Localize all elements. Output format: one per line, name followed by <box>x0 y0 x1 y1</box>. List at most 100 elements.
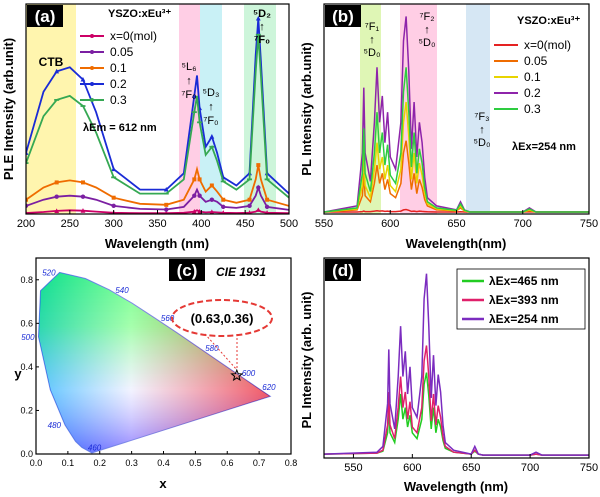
legend-marker <box>90 66 94 70</box>
cie-coordinate-callout <box>171 299 273 337</box>
series-marker <box>80 180 85 185</box>
legend-label: 0.3 <box>524 102 541 116</box>
y-tick-label: 0.2 <box>20 405 33 415</box>
series-marker <box>247 203 252 209</box>
panel-a: 200 250 300 350 400 450 500 (a) YSZO:xEu³⁺ CTB… <box>1 3 298 251</box>
panel-d-frame <box>323 257 590 459</box>
svg-text:⁷F₀: ⁷F₀ <box>203 115 218 127</box>
panel-a-d3-label: ⁵D₃ ↑ ⁷F₀ <box>203 87 220 127</box>
panel-c-letter-box <box>169 259 205 281</box>
x-tick-label: 700 <box>521 462 539 474</box>
x-tick-label: 0.2 <box>93 458 106 468</box>
series-marker <box>192 193 197 198</box>
f3-band <box>466 4 490 214</box>
series-marker <box>221 210 226 214</box>
cie-wavelength-labels: 460 480 500 520 540 560 580 600 620 <box>21 268 276 452</box>
svg-text:⁵D₂: ⁵D₂ <box>253 8 271 20</box>
legend-label: 0.3 <box>110 93 127 107</box>
series-marker <box>209 183 214 188</box>
svg-text:⁷F₃: ⁷F₃ <box>474 111 489 123</box>
cie-point-group <box>230 368 244 382</box>
svg-text:↑: ↑ <box>424 24 430 36</box>
y-tick-label: 0.6 <box>20 318 33 328</box>
legend-label: λEx=254 nm <box>489 312 559 326</box>
ctb-band <box>26 4 76 214</box>
series-marker <box>54 68 60 74</box>
panel-b-xticks: 550 600 650 700 750 <box>315 210 598 230</box>
x-tick-label: 700 <box>514 218 532 230</box>
svg-text:⁵D₀: ⁵D₀ <box>473 137 490 149</box>
svg-text:↑: ↑ <box>259 21 265 33</box>
panel-c: 460 480 500 520 540 560 580 600 620 0.0 0.1 0.2 0.3… <box>14 257 297 491</box>
x-tick-label: 300 <box>104 218 122 230</box>
legend-label: λEx=393 nm <box>489 293 559 307</box>
series-marker <box>247 197 252 202</box>
series-marker <box>255 15 261 21</box>
legend-label: 0.2 <box>524 86 541 100</box>
y-tick-label: 0.8 <box>20 275 33 285</box>
series-marker <box>209 145 215 148</box>
panel-d-letter: (d) <box>332 261 354 280</box>
panel-a-xlabel: Wavelength (nm) <box>105 236 209 251</box>
x-tick-label: 750 <box>580 218 598 230</box>
panel-c-ticks: 0.0 0.1 0.2 0.3 0.4 0.5 0.6 0.7 0.8 0.0 0.2 0.4 0.6 0… <box>20 275 297 468</box>
cie-wavelength-label: 540 <box>115 286 129 295</box>
panel-a-l6-label: ⁵L₆ ↑ ⁷F₀ <box>181 61 196 101</box>
series-line-1 <box>324 372 589 456</box>
cie-callout-line-1 <box>204 333 238 371</box>
svg-text:⁵L₆: ⁵L₆ <box>181 61 196 73</box>
panel-b-legend: x=0(mol) 0.05 0.1 0.2 0.3 <box>494 38 571 116</box>
series-marker <box>164 207 169 212</box>
cie-point-star <box>230 368 244 382</box>
legend-marker <box>90 98 94 102</box>
cie-wavelength-label: 500 <box>21 333 35 342</box>
legend-marker <box>90 82 94 86</box>
cie-wavelength-label: 460 <box>88 443 102 452</box>
series-marker <box>209 133 215 139</box>
series-marker <box>80 105 86 107</box>
series-marker <box>80 76 86 82</box>
svg-text:↑: ↑ <box>186 75 192 87</box>
x-tick-label: 0.0 <box>30 458 43 468</box>
panel-a-excitation: λEm = 612 nm <box>83 122 157 134</box>
panel-b-f1-label: ⁷F₁ ↑ ⁵D₀ <box>363 21 380 59</box>
panel-a-xticks: 200 250 300 350 400 450 500 <box>17 210 298 230</box>
series-marker <box>256 185 261 190</box>
panel-a-d2-label: ⁵D₂ ↑ ⁷F₀ <box>253 8 271 46</box>
series-marker <box>197 208 202 214</box>
legend-marker <box>90 50 94 54</box>
panel-b: 550 600 650 700 750 (b) YSZO:xEu³⁺ ⁷F₁ ↑ ⁵D₀… <box>299 3 598 251</box>
panel-a-legend: x=0(mol) 0.05 0.1 0.2 0.3 <box>80 29 157 107</box>
panel-b-excitation: λEx=254 nm <box>512 141 576 153</box>
panel-b-f3-label: ⁷F₃ ↑ ⁵D₀ <box>473 111 490 149</box>
panel-b-f2-label: ⁷F₂ ↑ ⁵D₀ <box>418 11 435 49</box>
x-tick-label: 0.1 <box>62 458 75 468</box>
panel-d-xticks: 550 600 650 700 750 <box>344 454 598 474</box>
x-tick-label: 400 <box>192 218 210 230</box>
series-line-1 <box>26 208 289 214</box>
panel-a-compound: YSZO:xEu³⁺ <box>108 8 171 20</box>
series-marker <box>164 202 169 207</box>
panel-b-letter: (b) <box>332 7 354 26</box>
x-tick-label: 650 <box>462 462 480 474</box>
panel-a-ylabel: PLE Intensity (arb.unit) <box>1 38 16 180</box>
svg-text:⁵D₀: ⁵D₀ <box>363 47 380 59</box>
panel-c-xlabel: x <box>159 476 167 491</box>
panel-b-curves <box>324 16 589 213</box>
legend-label: 0.2 <box>110 77 127 91</box>
cie-wavelength-label: 620 <box>262 383 276 392</box>
x-tick-label: 0.3 <box>125 458 138 468</box>
series-marker <box>80 208 86 213</box>
cie-wavelength-label: 480 <box>48 421 62 430</box>
x-tick-label: 550 <box>315 218 333 230</box>
x-tick-label: 600 <box>403 462 421 474</box>
cie-wavelength-label: 520 <box>42 268 56 277</box>
panel-a-ctb-label: CTB <box>39 55 64 69</box>
series-marker <box>256 163 261 168</box>
series-line-5 <box>26 34 289 199</box>
x-tick-label: 600 <box>381 218 399 230</box>
series-marker <box>209 197 215 202</box>
series-marker <box>111 166 117 172</box>
series-marker <box>221 204 226 210</box>
x-tick-label: 0.6 <box>221 458 234 468</box>
